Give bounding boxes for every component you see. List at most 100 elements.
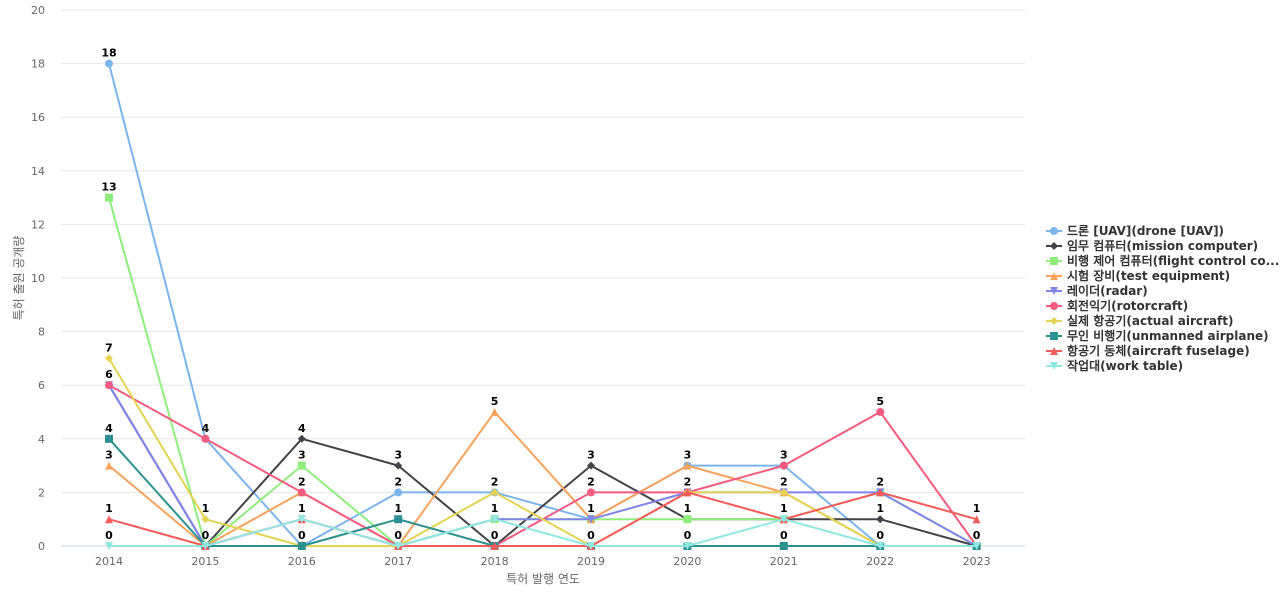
data-label: 2 xyxy=(298,475,306,488)
x-axis-ticks: 2014 2015 2016 2017 2018 2019 2020 2021 2022 2023 xyxy=(95,555,991,568)
y-tick-label: 16 xyxy=(31,111,45,124)
legend[interactable]: 드론 [UAV](drone [UAV])임무 컴퓨터(mission comp… xyxy=(1046,223,1279,373)
data-label: 2 xyxy=(780,475,788,488)
data-point xyxy=(201,515,210,524)
data-label: 2 xyxy=(394,475,402,488)
data-label: 0 xyxy=(491,529,499,542)
data-label: 3 xyxy=(394,449,402,462)
legend-marker xyxy=(1050,332,1058,340)
legend-label: 드론 [UAV](drone [UAV]) xyxy=(1067,223,1224,238)
x-tick-label: 2021 xyxy=(770,555,798,568)
y-tick-label: 12 xyxy=(31,218,45,231)
x-axis-title: 특허 발행 연도 xyxy=(506,571,580,586)
data-label: 1 xyxy=(780,502,788,515)
legend-item[interactable]: 비행 제어 컴퓨터(flight control co... xyxy=(1046,253,1279,268)
data-label: 3 xyxy=(587,449,595,462)
legend-item[interactable]: 실제 항공기(actual aircraft) xyxy=(1046,313,1233,328)
series-3 xyxy=(105,193,981,550)
legend-item[interactable]: 항공기 동체(aircraft fuselage) xyxy=(1046,343,1250,358)
data-label: 1 xyxy=(491,502,499,515)
data-point xyxy=(394,515,403,524)
y-tick-label: 14 xyxy=(31,165,45,178)
data-label: 1 xyxy=(973,502,981,515)
y-tick-label: 20 xyxy=(31,4,45,17)
data-point xyxy=(394,542,403,550)
series-line xyxy=(108,63,977,547)
data-point xyxy=(779,488,788,497)
data-point xyxy=(105,59,113,68)
y-tick-label: 10 xyxy=(31,272,45,285)
data-point xyxy=(876,408,885,416)
data-point xyxy=(105,354,113,363)
data-label: 0 xyxy=(105,529,113,542)
data-label: 1 xyxy=(298,502,306,515)
data-label: 0 xyxy=(973,529,981,542)
data-point xyxy=(876,515,885,524)
x-tick-label: 2015 xyxy=(191,555,219,568)
data-label: 4 xyxy=(105,422,113,435)
data-point xyxy=(779,542,788,550)
data-label: 0 xyxy=(684,529,692,542)
data-point xyxy=(876,542,885,550)
legend-label: 회전익기(rotorcraft) xyxy=(1067,298,1188,313)
data-label: 5 xyxy=(491,395,499,408)
legend-marker xyxy=(1050,272,1058,280)
y-tick-label: 2 xyxy=(38,486,45,499)
x-tick-label: 2019 xyxy=(577,555,605,568)
legend-label: 작업대(work table) xyxy=(1067,358,1183,373)
data-point xyxy=(876,488,885,497)
series-1 xyxy=(105,59,981,550)
data-point xyxy=(394,488,403,497)
legend-marker xyxy=(1050,242,1058,250)
data-label: 0 xyxy=(202,529,210,542)
legend-item[interactable]: 무인 비행기(unmanned airplane) xyxy=(1046,328,1269,343)
data-point xyxy=(105,381,113,390)
x-tick-label: 2016 xyxy=(288,555,316,568)
legend-item[interactable]: 작업대(work table) xyxy=(1046,358,1183,373)
data-label: 0 xyxy=(394,529,402,542)
data-label: 1 xyxy=(105,502,113,515)
data-label: 0 xyxy=(587,529,595,542)
data-point xyxy=(105,434,113,443)
data-label: 18 xyxy=(101,47,116,60)
data-label: 1 xyxy=(876,502,884,515)
data-point xyxy=(587,515,595,524)
legend-item[interactable]: 레이더(radar) xyxy=(1046,283,1148,298)
data-point xyxy=(297,434,306,443)
legend-item[interactable]: 드론 [UAV](drone [UAV]) xyxy=(1046,223,1224,238)
legend-marker xyxy=(1050,317,1058,325)
legend-item[interactable]: 회전익기(rotorcraft) xyxy=(1046,298,1188,313)
data-point xyxy=(201,434,210,443)
data-point xyxy=(297,488,306,497)
series-lines xyxy=(105,59,981,550)
legend-marker xyxy=(1050,227,1058,235)
y-tick-label: 0 xyxy=(38,540,45,553)
data-point xyxy=(105,193,113,202)
data-label: 0 xyxy=(298,529,306,542)
series-line xyxy=(108,411,977,547)
x-tick-label: 2014 xyxy=(95,555,123,568)
data-point xyxy=(683,488,692,497)
series-10 xyxy=(105,515,981,550)
grid-lines xyxy=(61,9,1025,547)
data-label: 0 xyxy=(780,529,788,542)
data-point xyxy=(683,542,692,550)
data-label: 3 xyxy=(298,449,306,462)
data-label: 7 xyxy=(105,341,113,354)
data-point xyxy=(587,461,595,470)
y-tick-label: 4 xyxy=(38,433,45,446)
y-tick-label: 6 xyxy=(38,379,45,392)
legend-label: 임무 컴퓨터(mission computer) xyxy=(1067,238,1258,253)
legend-label: 비행 제어 컴퓨터(flight control co... xyxy=(1067,253,1279,268)
legend-item[interactable]: 임무 컴퓨터(mission computer) xyxy=(1046,238,1258,253)
data-point xyxy=(394,461,403,470)
data-point xyxy=(490,542,499,550)
data-point xyxy=(587,488,595,497)
y-axis-title: 특허 출원 공개량 xyxy=(12,236,26,321)
data-point xyxy=(105,542,113,550)
data-label: 3 xyxy=(684,449,692,462)
series-line xyxy=(109,518,977,547)
legend-item[interactable]: 시험 장비(test equipment) xyxy=(1046,268,1230,283)
legend-marker xyxy=(1050,347,1058,355)
